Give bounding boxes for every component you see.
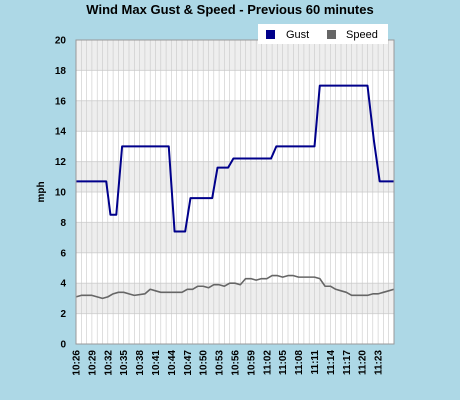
x-tick-label: 10:44 bbox=[167, 350, 178, 376]
x-tick-label: 10:38 bbox=[135, 350, 146, 376]
y-tick-label: 16 bbox=[55, 96, 67, 107]
x-tick-label: 10:53 bbox=[215, 350, 226, 376]
legend-label-gust: Gust bbox=[286, 29, 309, 41]
y-tick-label: 8 bbox=[60, 218, 66, 229]
x-tick-label: 11:02 bbox=[262, 350, 273, 375]
series-line-gust bbox=[76, 84, 394, 233]
y-tick-label: 6 bbox=[60, 248, 66, 259]
legend-box bbox=[258, 24, 388, 44]
x-tick-label: 10:32 bbox=[103, 350, 114, 376]
legend-swatch-speed bbox=[327, 30, 336, 39]
y-tick-label: 4 bbox=[60, 279, 66, 290]
y-tick-label: 10 bbox=[55, 188, 67, 199]
plot-frame bbox=[75, 39, 395, 345]
x-tick-label: 11:05 bbox=[278, 350, 289, 375]
y-tick-label: 18 bbox=[55, 66, 67, 77]
x-tick-label: 11:20 bbox=[358, 350, 369, 375]
y-tick-label: 12 bbox=[55, 157, 67, 168]
x-tick-label: 10:26 bbox=[72, 350, 83, 376]
x-tick-label: 11:23 bbox=[374, 350, 385, 375]
y-tick-label: 20 bbox=[55, 36, 67, 47]
x-tick-label: 10:56 bbox=[231, 350, 242, 376]
x-tick-label: 10:41 bbox=[151, 350, 162, 376]
vertical-gridlines bbox=[75, 40, 395, 344]
x-tick-label: 11:14 bbox=[326, 350, 337, 375]
x-tick-label: 10:35 bbox=[119, 350, 130, 376]
x-tick-label: 11:11 bbox=[310, 350, 321, 375]
legend-swatch-gust bbox=[266, 30, 275, 39]
y-axis-ticks: 0 2 4 6 8 10 12 14 16 18 20 bbox=[55, 36, 67, 351]
x-tick-label: 11:17 bbox=[342, 350, 353, 375]
series-line-speed bbox=[75, 274, 395, 300]
x-tick-label: 10:29 bbox=[87, 350, 98, 376]
chart-title: Wind Max Gust & Speed - Previous 60 minu… bbox=[86, 2, 373, 17]
y-tick-label: 2 bbox=[60, 309, 66, 320]
legend: Gust Speed bbox=[258, 24, 388, 44]
legend-label-speed: Speed bbox=[346, 29, 378, 41]
y-tick-label: 14 bbox=[55, 127, 67, 138]
x-axis-ticks: 10:26 10:29 10:32 10:35 10:38 10:41 10:44 10:47… bbox=[72, 350, 385, 376]
series-layer bbox=[75, 84, 395, 300]
x-tick-label: 11:08 bbox=[294, 350, 305, 375]
y-tick-label: 0 bbox=[60, 340, 66, 351]
y-axis-label: mph bbox=[36, 181, 47, 202]
x-tick-label: 10:50 bbox=[199, 350, 210, 376]
x-tick-label: 10:47 bbox=[183, 350, 194, 376]
x-tick-label: 10:59 bbox=[246, 350, 257, 376]
